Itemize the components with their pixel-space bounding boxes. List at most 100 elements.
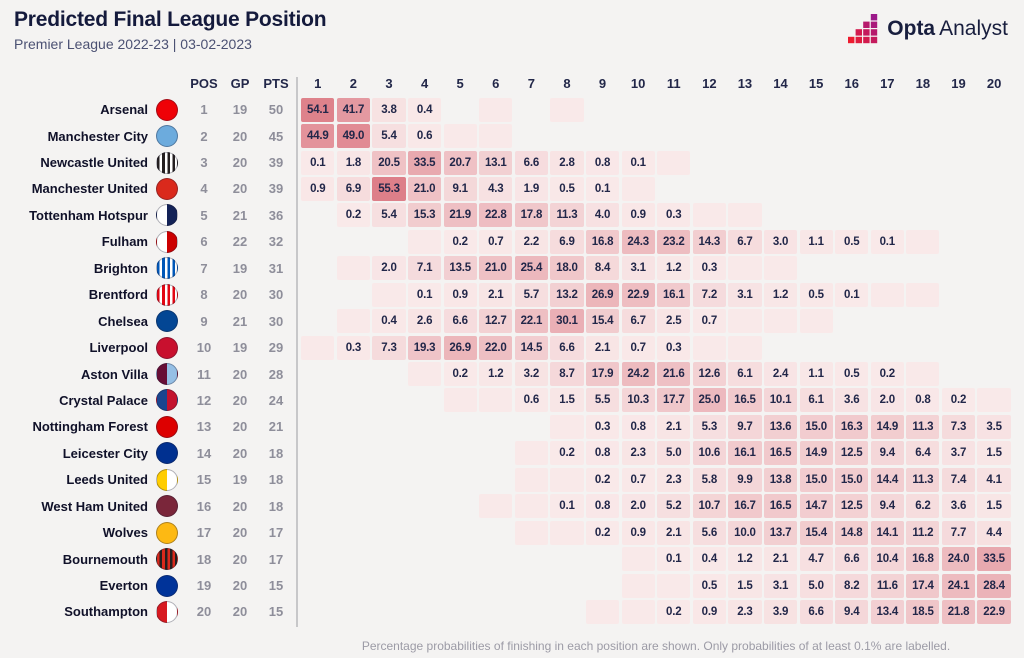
prob-cell: 3.1	[728, 282, 762, 307]
prob-cell-wrap	[585, 123, 621, 149]
prob-cell: 2.1	[657, 414, 691, 439]
prob-cell-wrap: 13.1	[478, 149, 514, 175]
prob-cell-wrap: 13.8	[763, 467, 799, 493]
prob-cell-wrap	[407, 599, 443, 625]
position-column-header: 5	[456, 75, 464, 91]
prob-cell-wrap	[549, 123, 585, 149]
prob-cell-wrap: 1.5	[549, 387, 585, 413]
prob-cell	[550, 467, 584, 492]
prob-cell-wrap	[905, 334, 941, 360]
pts-value: 28	[268, 366, 284, 382]
prob-cell: 8.4	[585, 256, 620, 281]
prob-cell-wrap	[763, 202, 799, 228]
prob-cell-wrap	[336, 387, 372, 413]
prob-cell: 54.1	[301, 97, 335, 122]
prob-cell-wrap: 5.0	[798, 572, 834, 598]
team-crest-wrap	[148, 493, 186, 519]
prob-cell-wrap	[442, 440, 478, 466]
prob-cell-wrap	[798, 96, 834, 122]
prob-cell: 0.8	[585, 441, 620, 466]
prob-cell-wrap: 10.0	[727, 519, 763, 545]
prob-cell-wrap	[834, 149, 870, 175]
prob-cell: 30.1	[550, 309, 584, 334]
prob-cell-wrap: 23.2	[656, 229, 692, 255]
prob-cell-wrap: 55.3	[371, 176, 407, 202]
opta-analyst-logo: Opta Analyst	[848, 14, 1008, 44]
prob-cell	[621, 176, 655, 201]
prob-cell-wrap	[763, 96, 799, 122]
prob-cell-wrap: 0.3	[656, 202, 692, 228]
prob-cell: 2.0	[870, 388, 904, 413]
prob-cell: 15.4	[799, 520, 833, 545]
team-crest-wrap	[148, 96, 186, 122]
pts-value: 18	[268, 472, 284, 488]
prob-cell-wrap	[442, 123, 478, 149]
prob-cell	[479, 97, 513, 122]
prob-cell: 3.7	[941, 441, 976, 466]
prob-cell-wrap	[976, 361, 1012, 387]
prob-cell	[301, 335, 335, 360]
prob-cell-wrap	[371, 361, 407, 387]
prob-cell: 2.1	[657, 520, 691, 545]
prob-cell-wrap: 33.5	[976, 546, 1012, 572]
prob-cell: 13.8	[763, 467, 798, 492]
prob-cell: 18.0	[550, 256, 584, 281]
prob-cell-wrap	[941, 96, 977, 122]
team-crest-wrap	[148, 467, 186, 493]
prob-cell-wrap	[371, 519, 407, 545]
prob-cell: 3.1	[763, 573, 798, 598]
prob-cell: 5.7	[514, 282, 548, 307]
prob-cell	[479, 124, 513, 149]
prob-cell: 2.5	[657, 309, 691, 334]
prob-cell	[514, 441, 548, 466]
prob-cell: 10.7	[692, 494, 726, 519]
prob-cell-wrap	[620, 599, 656, 625]
prob-cell: 2.1	[763, 547, 798, 572]
prob-cell-wrap: 2.5	[656, 308, 692, 334]
prob-cell-wrap: 14.7	[798, 493, 834, 519]
pos-value: 7	[200, 260, 208, 276]
prob-cell	[550, 414, 584, 439]
prob-cell	[621, 547, 655, 572]
prob-cell	[657, 150, 691, 175]
prob-cell-wrap	[727, 123, 763, 149]
prob-cell-wrap	[300, 519, 336, 545]
prob-cell: 4.4	[977, 520, 1011, 545]
prob-cell: 11.3	[906, 467, 940, 492]
prob-cell-wrap: 14.5	[514, 334, 550, 360]
prob-cell-wrap: 0.9	[620, 519, 656, 545]
prob-cell	[443, 388, 477, 413]
team-name-label: Liverpool	[89, 340, 148, 356]
prob-cell-wrap: 33.5	[407, 149, 443, 175]
team-name-label: Chelsea	[98, 313, 148, 329]
prob-cell-wrap: 12.5	[834, 493, 870, 519]
prob-cell: 4.3	[479, 176, 513, 201]
position-column-header: 18	[915, 75, 931, 91]
prob-cell	[621, 573, 655, 598]
prob-cell-wrap: 24.3	[620, 229, 656, 255]
prob-cell-wrap: 0.1	[549, 493, 585, 519]
prob-cell-wrap	[549, 519, 585, 545]
prob-cell	[407, 362, 442, 387]
prob-cell: 22.1	[514, 309, 548, 334]
prob-cell: 15.0	[799, 467, 833, 492]
prob-cell-wrap: 0.9	[442, 282, 478, 308]
prob-cell-wrap: 1.2	[478, 361, 514, 387]
prob-cell: 14.4	[870, 467, 904, 492]
team-name-label: Bournemouth	[62, 551, 148, 567]
prob-cell: 9.9	[728, 467, 762, 492]
prob-cell-wrap: 22.8	[478, 202, 514, 228]
team-name-label: Arsenal	[100, 102, 148, 118]
prob-cell-wrap	[656, 572, 692, 598]
prob-cell: 3.0	[763, 229, 798, 254]
prob-cell: 16.8	[585, 229, 620, 254]
prob-cell-wrap: 3.1	[763, 572, 799, 598]
prob-cell-wrap	[478, 546, 514, 572]
prob-cell: 6.7	[728, 229, 762, 254]
prob-cell: 26.9	[585, 282, 620, 307]
prob-cell	[799, 309, 833, 334]
prob-cell-wrap	[976, 149, 1012, 175]
prob-cell-wrap	[976, 282, 1012, 308]
prob-cell: 19.3	[407, 335, 442, 360]
prob-cell: 3.5	[977, 414, 1011, 439]
